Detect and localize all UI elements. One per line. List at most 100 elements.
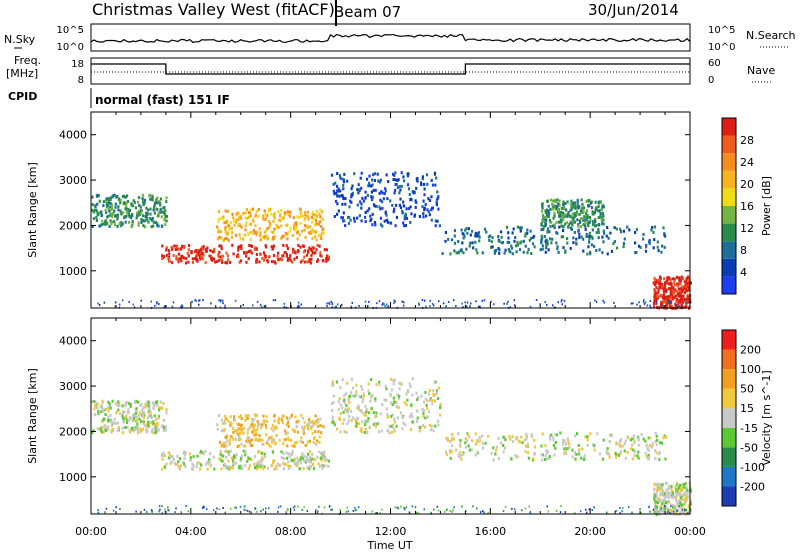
scatter-cell	[522, 250, 525, 254]
scatter-cell	[683, 491, 686, 495]
scatter-cell	[385, 173, 388, 177]
colorbar-tick-label: 28	[740, 134, 754, 147]
scatter-cell	[231, 435, 234, 439]
scatter-cell	[294, 228, 297, 232]
scatter-cell	[159, 508, 161, 511]
scatter-cell	[163, 419, 166, 422]
scatter-cell	[556, 205, 559, 209]
scatter-cell	[170, 460, 173, 464]
nsky-trace	[90, 33, 691, 43]
scatter-cell	[126, 400, 129, 404]
scatter-cell	[102, 222, 105, 226]
scatter-cell	[415, 201, 418, 205]
scatter-cell	[421, 205, 424, 209]
scatter-cell	[661, 305, 664, 308]
scatter-cell	[623, 442, 626, 446]
scatter-cell	[655, 491, 658, 495]
colorbar-swatch	[722, 408, 736, 428]
scatter-cell	[244, 211, 247, 215]
scatter-cell	[292, 216, 295, 220]
scatter-cell	[317, 222, 320, 226]
scatter-cell	[565, 442, 568, 446]
scatter-cell	[558, 210, 561, 214]
scatter-cell	[114, 202, 117, 206]
scatter-cell	[300, 413, 303, 417]
scatter-cell	[139, 209, 142, 213]
y-tick-label: 1000	[59, 471, 87, 484]
scatter-cell	[362, 397, 365, 401]
scatter-cell	[312, 462, 315, 466]
scatter-cell	[272, 299, 275, 302]
scatter-cell	[109, 201, 112, 205]
scatter-cell	[559, 218, 562, 222]
scatter-cell	[213, 247, 216, 251]
scatter-cell	[284, 429, 287, 433]
scatter-cell	[637, 456, 640, 460]
scatter-cell	[681, 503, 684, 507]
scatter-cell	[667, 287, 671, 291]
scatter-cell	[243, 251, 246, 255]
scatter-cell	[554, 306, 556, 309]
scatter-cell	[562, 225, 565, 229]
scatter-cell	[543, 235, 546, 238]
colorbar-swatch	[722, 241, 736, 259]
scatter-cell	[413, 191, 416, 195]
scatter-cell	[665, 501, 668, 505]
scatter-cell	[368, 392, 371, 396]
scatter-cell	[642, 437, 645, 441]
scatter-cell	[127, 408, 130, 412]
scatter-cell	[251, 207, 255, 211]
scatter-cell	[659, 483, 662, 487]
scatter-cell	[187, 260, 190, 264]
scatter-cell	[260, 464, 263, 468]
scatter-cell	[197, 253, 200, 257]
scatter-cell	[257, 423, 260, 427]
scatter-cell	[245, 208, 248, 211]
scatter-cell	[248, 426, 251, 430]
x-tick-label: 04:00	[175, 525, 207, 538]
scatter-cell	[307, 210, 310, 214]
scatter-cell	[579, 217, 583, 221]
scatter-cell	[509, 306, 512, 309]
scatter-cell	[431, 302, 434, 305]
scatter-cell	[129, 216, 133, 220]
scatter-cell	[664, 457, 667, 461]
scatter-cell	[636, 454, 639, 458]
scatter-cell	[91, 195, 94, 199]
scatter-cell	[265, 441, 268, 445]
scatter-cell	[403, 217, 406, 221]
scatter-cell	[212, 509, 215, 512]
scatter-cell	[418, 215, 421, 218]
scatter-cell	[564, 213, 567, 217]
colorbar-swatch	[722, 153, 736, 171]
scatter-cell	[630, 302, 633, 305]
scatter-cell	[197, 461, 200, 465]
scatter-cell	[237, 248, 240, 252]
scatter-cell	[230, 421, 233, 425]
scatter-cell	[451, 438, 454, 442]
scatter-cell	[374, 188, 377, 192]
scatter-cell	[681, 288, 685, 292]
scatter-cell	[153, 414, 156, 418]
scatter-cell	[324, 464, 327, 468]
scatter-cell	[543, 225, 546, 229]
scatter-cell	[227, 450, 230, 454]
scatter-cell	[622, 507, 624, 509]
scatter-cell	[372, 188, 375, 192]
scatter-cell	[335, 427, 339, 431]
scatter-cell	[218, 250, 221, 254]
scatter-cell	[594, 218, 597, 222]
scatter-cell	[282, 462, 285, 465]
scatter-cell	[121, 299, 124, 302]
scatter-cell	[156, 426, 159, 430]
scatter-cell	[171, 455, 174, 458]
scatter-cell	[458, 451, 461, 455]
scatter-cell	[464, 437, 467, 441]
scatter-cell	[225, 435, 228, 439]
scatter-cell	[231, 243, 234, 247]
scatter-cell	[240, 423, 243, 427]
scatter-cell	[266, 236, 270, 240]
scatter-cell	[163, 454, 166, 457]
scatter-cell	[357, 183, 360, 187]
scatter-cell	[163, 465, 167, 469]
